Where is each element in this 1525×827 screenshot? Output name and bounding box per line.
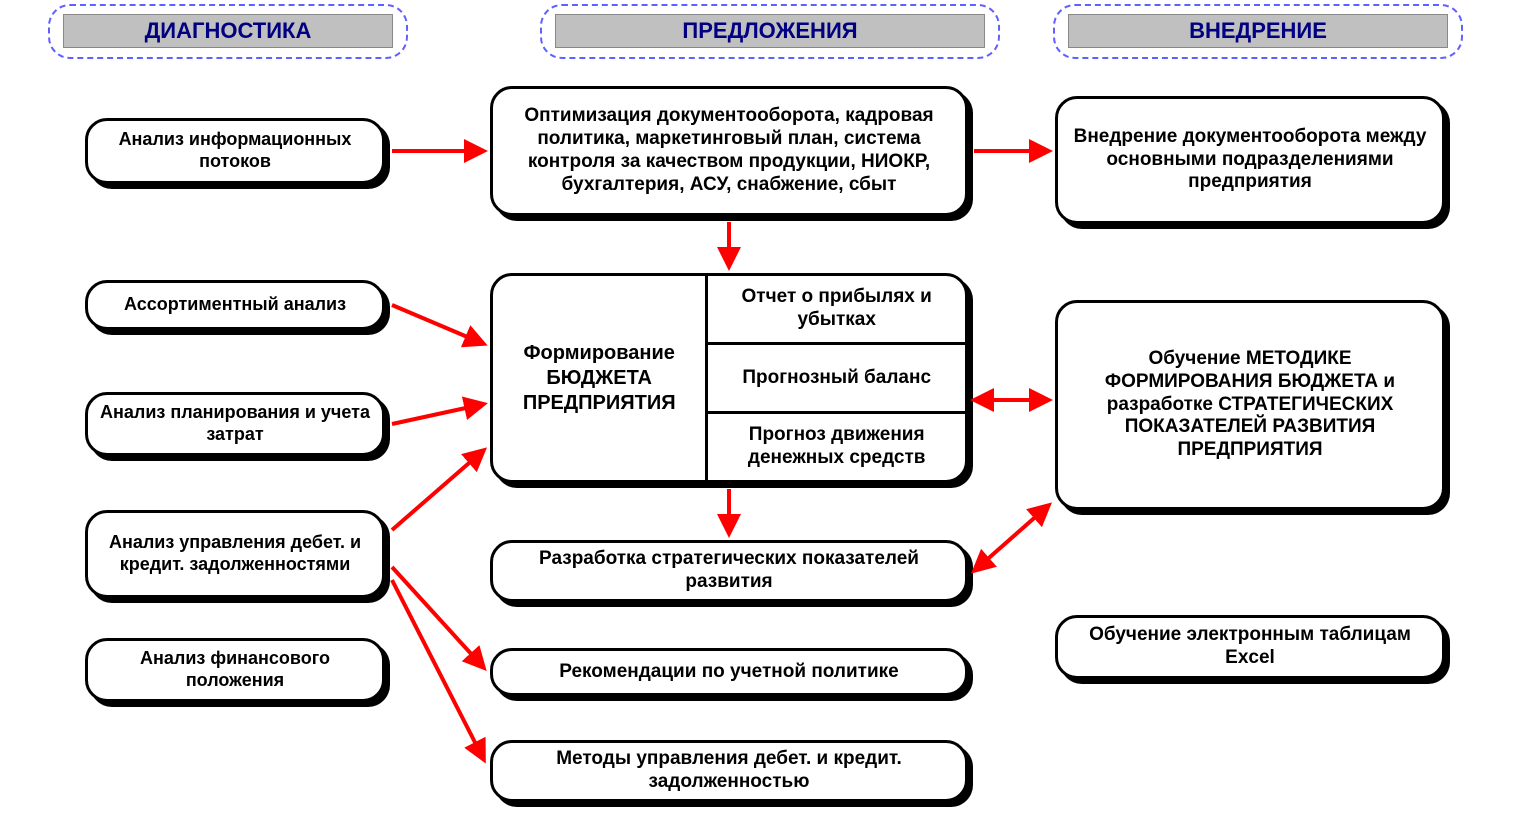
header-proposals: ПРЕДЛОЖЕНИЯ (555, 14, 985, 48)
node-info-flows: Анализ информационных потоков (85, 118, 385, 184)
node-budget: Формирование БЮДЖЕТА ПРЕДПРИЯТИЯ Отчет о… (490, 273, 968, 483)
header-implementation: ВНЕДРЕНИЕ (1068, 14, 1448, 48)
node-debt-methods: Методы управления дебет. и кредит. задол… (490, 740, 968, 802)
node-strategic-indicators: Разработка стратегических показателей ра… (490, 540, 968, 602)
node-training-excel: Обучение электронным таблицам Excel (1055, 615, 1445, 679)
node-financial-position: Анализ финансового положения (85, 638, 385, 702)
node-doc-flow-impl: Внедрение документооборота между основны… (1055, 96, 1445, 224)
budget-row-1: Отчет о прибылях и убытках (708, 276, 965, 342)
budget-left-label: Формирование БЮДЖЕТА ПРЕДПРИЯТИЯ (493, 276, 705, 480)
node-planning-costs: Анализ планирования и учета затрат (85, 392, 385, 456)
node-optimization: Оптимизация документооборота, кадровая п… (490, 86, 968, 216)
node-debet-credit: Анализ управления дебет. и кредит. задол… (85, 510, 385, 598)
node-assortment: Ассортиментный анализ (85, 280, 385, 330)
header-diagnostics: ДИАГНОСТИКА (63, 14, 393, 48)
node-accounting-policy: Рекомендации по учетной политике (490, 648, 968, 696)
diagram-canvas: ДИАГНОСТИКА ПРЕДЛОЖЕНИЯ ВНЕДРЕНИЕ Анализ… (0, 0, 1525, 827)
node-training-budget: Обучение МЕТОДИКЕ ФОРМИРОВАНИЯ БЮДЖЕТА и… (1055, 300, 1445, 510)
budget-row-3: Прогноз движения денежных средств (708, 411, 965, 480)
budget-row-2: Прогнозный баланс (708, 342, 965, 411)
